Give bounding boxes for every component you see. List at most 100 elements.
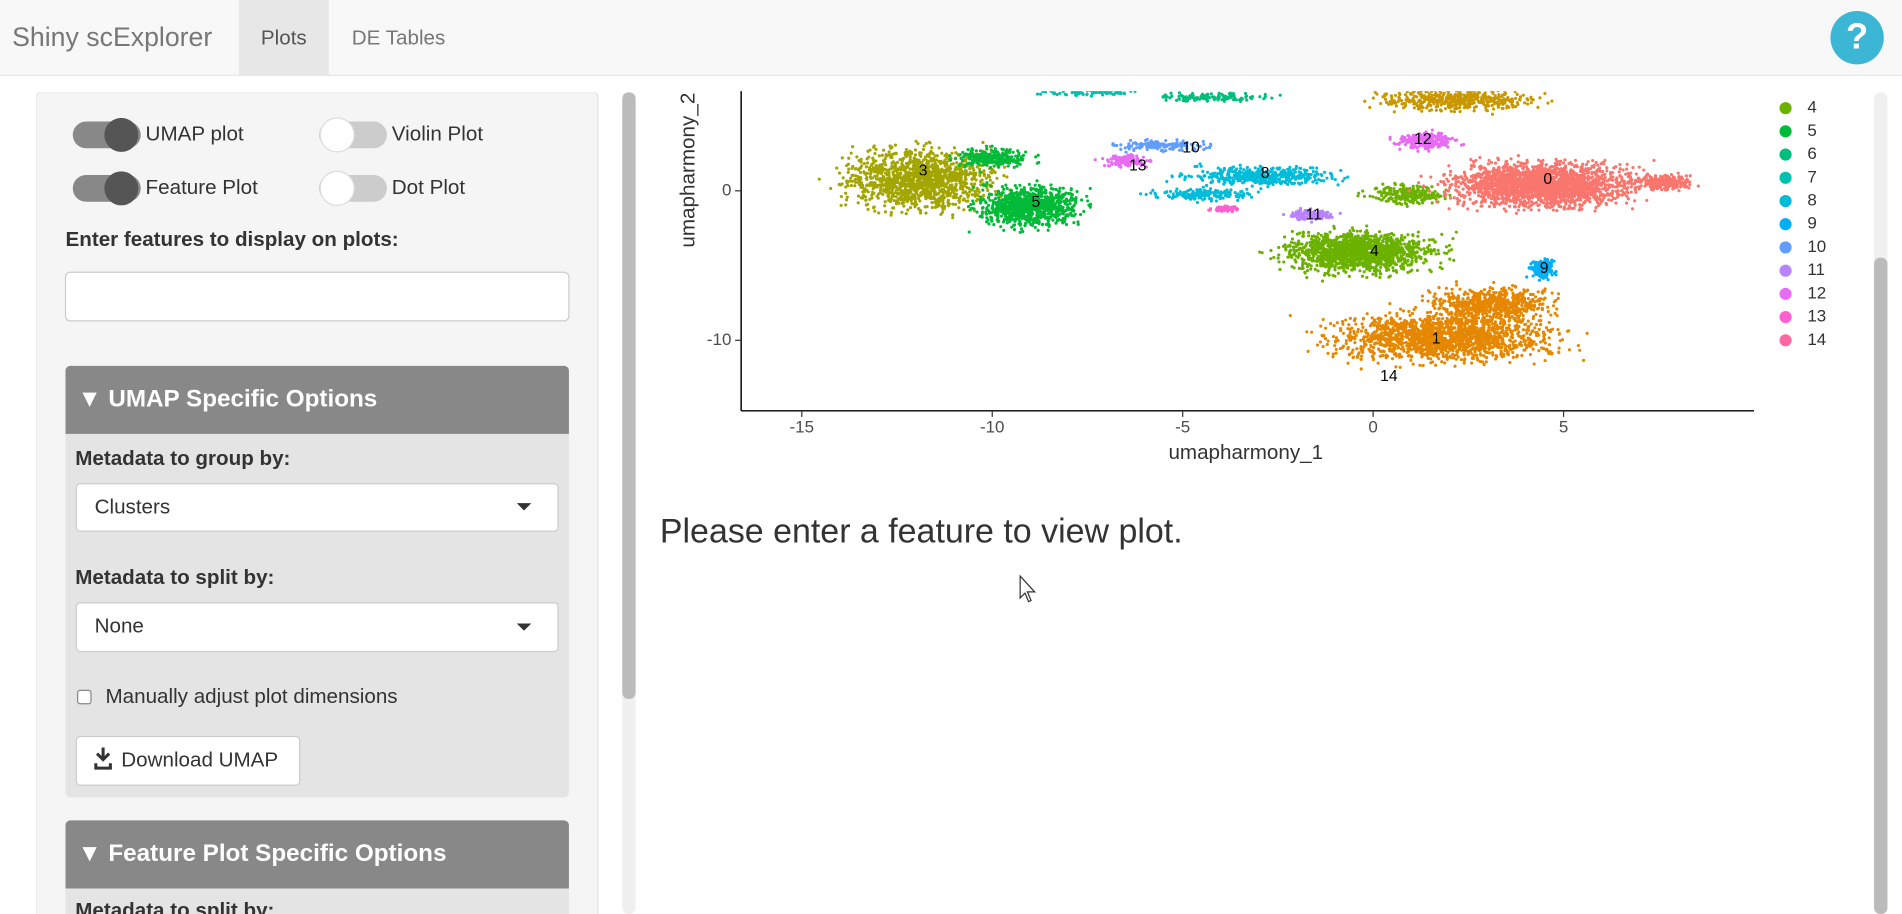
tab[interactable]: Plots xyxy=(261,26,307,49)
cluster-label: 1 xyxy=(1432,330,1441,347)
cell-points xyxy=(1288,302,1589,371)
x-tick-label: -5 xyxy=(1175,417,1190,436)
cell-points xyxy=(817,139,1012,220)
cell-points xyxy=(1356,181,1452,208)
legend-swatch xyxy=(1779,287,1792,300)
cell-points xyxy=(966,179,1093,234)
label: Metadata to split by: xyxy=(75,566,274,589)
cluster-label: 0 xyxy=(1543,171,1552,188)
legend-swatch xyxy=(1779,264,1792,277)
toggle-knob xyxy=(104,171,139,206)
legend-label: 11 xyxy=(1807,260,1825,279)
cluster-label: 12 xyxy=(1414,131,1432,148)
scroll-thumb[interactable] xyxy=(1874,257,1888,914)
legend-swatch xyxy=(1779,102,1792,115)
help-button[interactable] xyxy=(1830,10,1884,65)
cell-points xyxy=(1258,224,1458,283)
select[interactable] xyxy=(75,602,559,653)
cell-points xyxy=(1207,204,1240,214)
cell-points xyxy=(1093,152,1153,169)
cell-points xyxy=(948,144,1041,174)
cluster-label: 10 xyxy=(1182,139,1200,156)
scroll-thumb[interactable] xyxy=(622,92,636,699)
cell-points xyxy=(1139,185,1263,205)
legend-label: 7 xyxy=(1807,167,1816,186)
umap-options xyxy=(65,365,569,798)
legend-swatch xyxy=(1779,241,1792,254)
toggle-label: UMAP plot xyxy=(146,122,244,145)
cluster-label: 4 xyxy=(1370,243,1379,260)
legend-swatch xyxy=(1779,218,1792,231)
y-tick-label: 0 xyxy=(722,180,731,199)
legend-swatch xyxy=(1779,334,1792,347)
x-tick-label: -15 xyxy=(790,417,815,436)
cluster-label: 11 xyxy=(1306,206,1322,223)
toggle-label: Dot Plot xyxy=(392,176,466,199)
cell-points xyxy=(1388,128,1466,153)
section-header[interactable] xyxy=(65,365,569,434)
x-tick-label: 0 xyxy=(1368,417,1377,436)
x-tick-label: -10 xyxy=(980,417,1005,436)
legend-label: 6 xyxy=(1807,144,1816,163)
cluster-label: 9 xyxy=(1540,260,1549,277)
legend-label: 4 xyxy=(1807,98,1816,117)
toggle-knob xyxy=(104,117,139,152)
legend-swatch xyxy=(1779,148,1792,161)
cell-points xyxy=(1035,91,1137,98)
cell-points xyxy=(1165,162,1350,191)
select[interactable] xyxy=(75,483,559,532)
select-value[interactable]: None xyxy=(95,615,144,638)
label: Metadata to group by: xyxy=(75,447,290,470)
section-title[interactable]: ▼ UMAP Specific Options xyxy=(78,385,378,412)
x-tick-label: 5 xyxy=(1559,417,1568,436)
legend-swatch xyxy=(1779,125,1792,138)
cell-points xyxy=(1111,137,1213,154)
cell-points xyxy=(1407,153,1658,216)
legend-label: 13 xyxy=(1807,307,1826,326)
tab[interactable]: DE Tables xyxy=(352,26,446,49)
cluster-label: 5 xyxy=(1032,194,1041,211)
help-icon[interactable]: ? xyxy=(1846,15,1868,56)
legend-label: 10 xyxy=(1807,237,1826,256)
legend-label: 12 xyxy=(1807,283,1826,302)
label: Enter features to display on plots: xyxy=(66,228,399,251)
button-label[interactable]: Download UMAP xyxy=(121,748,278,771)
tab-active[interactable] xyxy=(238,0,329,76)
toggle-knob xyxy=(319,117,355,153)
legend-swatch xyxy=(1779,311,1792,324)
legend-label: 9 xyxy=(1807,214,1816,233)
download-button[interactable] xyxy=(75,735,301,786)
toggle-knob xyxy=(319,170,355,207)
y-axis-label: umapharmony_2 xyxy=(676,93,699,248)
toggle-label: Feature Plot xyxy=(146,176,259,199)
cluster-label: 14 xyxy=(1380,368,1398,385)
umap-plot: umapharmony_1 umapharmony_2 -15 -10 -5 0 5 0 -… xyxy=(676,91,1826,464)
checkbox-label[interactable]: Manually adjust plot dimensions xyxy=(106,685,398,708)
cell-points xyxy=(1414,280,1561,324)
cluster-label: 3 xyxy=(919,163,928,180)
select-value[interactable]: Clusters xyxy=(95,495,171,518)
legend-swatch xyxy=(1779,194,1792,208)
label: Metadata to split by: xyxy=(75,899,274,914)
y-tick-label: -10 xyxy=(707,330,732,349)
cell-points xyxy=(1363,91,1554,116)
legend-label: 5 xyxy=(1807,121,1816,140)
cursor xyxy=(1019,574,1037,603)
toggle-label: Violin Plot xyxy=(392,122,484,145)
cell-points xyxy=(1161,91,1282,103)
checkbox[interactable] xyxy=(77,689,92,705)
feature-input[interactable] xyxy=(64,271,570,322)
brand[interactable]: Shiny scExplorer xyxy=(12,22,212,52)
cell-points xyxy=(1625,171,1700,193)
cell-points xyxy=(1525,257,1558,282)
legend-swatch xyxy=(1779,171,1792,184)
section-header[interactable] xyxy=(65,820,569,889)
message: Please enter a feature to view plot. xyxy=(660,513,1183,551)
legend-label: 8 xyxy=(1807,191,1816,210)
cluster-label: 8 xyxy=(1261,165,1270,182)
legend-label: 14 xyxy=(1807,330,1826,349)
cluster-label: 13 xyxy=(1129,158,1147,175)
section-title[interactable]: ▼ Feature Plot Specific Options xyxy=(78,840,447,867)
x-axis-label: umapharmony_1 xyxy=(1168,441,1323,464)
